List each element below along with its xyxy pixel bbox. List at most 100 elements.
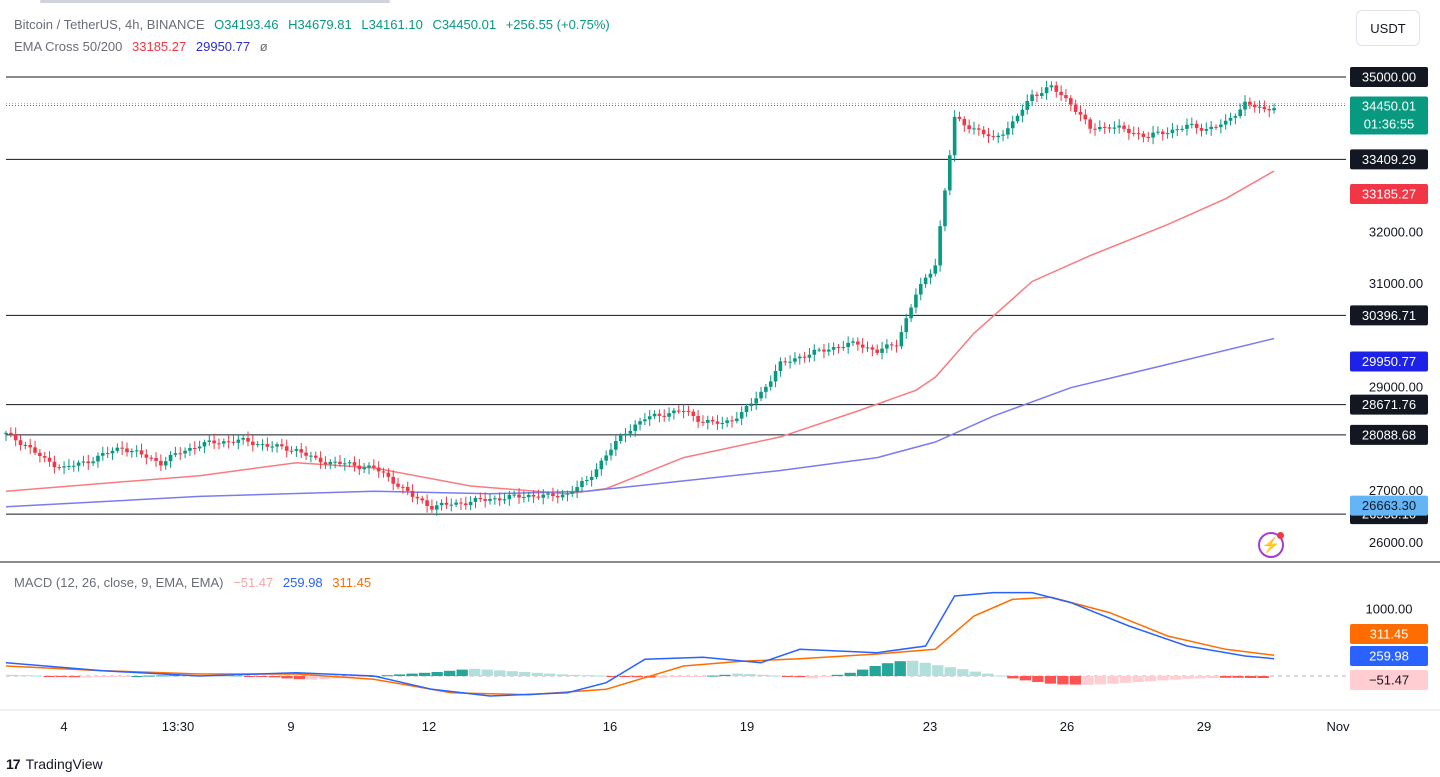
candle-body[interactable]: [647, 416, 652, 420]
candle-body[interactable]: [231, 441, 236, 443]
candle-body[interactable]: [4, 432, 8, 435]
candle-body[interactable]: [52, 461, 57, 468]
macd-legend[interactable]: MACD (12, 26, close, 9, EMA, EMA) −51.47…: [14, 575, 377, 590]
candle-body[interactable]: [967, 125, 971, 130]
candle-body[interactable]: [856, 341, 860, 345]
candle-body[interactable]: [952, 116, 957, 156]
candle-body[interactable]: [793, 358, 797, 362]
candle-body[interactable]: [580, 480, 584, 488]
candle-body[interactable]: [294, 449, 299, 451]
candle-body[interactable]: [831, 347, 836, 350]
candle-body[interactable]: [555, 496, 560, 498]
candle-body[interactable]: [628, 430, 633, 434]
candle-body[interactable]: [904, 318, 909, 333]
candle-body[interactable]: [1088, 119, 1092, 129]
candle-body[interactable]: [71, 465, 76, 467]
candle-body[interactable]: [391, 476, 395, 484]
candle-body[interactable]: [1010, 121, 1015, 129]
candle-body[interactable]: [173, 453, 178, 455]
candle-body[interactable]: [812, 349, 817, 355]
candle-body[interactable]: [744, 406, 749, 413]
level-label[interactable]: [1350, 424, 1428, 445]
candle-body[interactable]: [255, 444, 260, 446]
candle-body[interactable]: [241, 438, 245, 440]
candle-body[interactable]: [1098, 126, 1102, 130]
candle-body[interactable]: [120, 447, 124, 449]
candle-body[interactable]: [575, 487, 579, 493]
candle-body[interactable]: [701, 421, 705, 423]
level-label[interactable]: [1350, 149, 1428, 170]
candle-body[interactable]: [1107, 127, 1112, 129]
candle-body[interactable]: [110, 450, 115, 454]
candle-body[interactable]: [827, 349, 831, 352]
candle-body[interactable]: [212, 440, 216, 444]
candle-body[interactable]: [299, 449, 304, 453]
candle-body[interactable]: [396, 483, 400, 487]
candle-body[interactable]: [265, 444, 270, 447]
candle-body[interactable]: [991, 136, 996, 138]
level-label[interactable]: [1350, 305, 1428, 326]
candle-body[interactable]: [9, 432, 13, 435]
candle-body[interactable]: [735, 418, 739, 422]
candle-body[interactable]: [497, 498, 502, 501]
candle-body[interactable]: [1223, 120, 1228, 125]
candle-body[interactable]: [899, 332, 904, 347]
candle-body[interactable]: [1059, 91, 1063, 96]
candle-body[interactable]: [1199, 128, 1204, 131]
last-price-label[interactable]: [1350, 96, 1428, 135]
candle-body[interactable]: [362, 467, 366, 470]
candle-body[interactable]: [149, 457, 153, 459]
candle-body[interactable]: [115, 447, 120, 451]
candle-body[interactable]: [822, 349, 826, 352]
candle-body[interactable]: [1064, 95, 1068, 99]
candle-body[interactable]: [623, 433, 628, 436]
candle-body[interactable]: [352, 462, 357, 466]
candle-body[interactable]: [289, 450, 294, 452]
candle-body[interactable]: [473, 497, 478, 502]
ema50-line[interactable]: [5, 170, 1275, 495]
candle-body[interactable]: [1243, 101, 1247, 110]
candle-body[interactable]: [67, 465, 71, 467]
candle-body[interactable]: [178, 453, 183, 455]
candle-body[interactable]: [1170, 129, 1175, 134]
candle-body[interactable]: [464, 503, 468, 506]
candle-body[interactable]: [1214, 126, 1218, 128]
candle-body[interactable]: [1156, 131, 1160, 133]
candle-body[interactable]: [1117, 125, 1121, 128]
candle-body[interactable]: [42, 456, 47, 458]
candle-body[interactable]: [444, 502, 449, 505]
candle-body[interactable]: [749, 403, 754, 407]
level-label[interactable]: [1350, 394, 1428, 415]
candle-body[interactable]: [134, 450, 139, 452]
candle-body[interactable]: [275, 444, 279, 447]
candle-body[interactable]: [638, 421, 642, 425]
candle-body[interactable]: [76, 462, 81, 466]
candle-body[interactable]: [246, 438, 250, 442]
candle-body[interactable]: [304, 452, 308, 456]
candle-body[interactable]: [328, 461, 333, 465]
candle-body[interactable]: [270, 446, 274, 448]
candle-body[interactable]: [706, 419, 710, 423]
candle-body[interactable]: [836, 347, 841, 349]
candle-body[interactable]: [1093, 128, 1097, 130]
candle-body[interactable]: [1015, 115, 1020, 122]
candle-body[interactable]: [449, 504, 454, 506]
candle-body[interactable]: [376, 467, 381, 472]
candle-body[interactable]: [1030, 94, 1034, 102]
candle-body[interactable]: [1238, 109, 1242, 117]
extra-label[interactable]: [1350, 495, 1428, 516]
candle-body[interactable]: [914, 294, 918, 308]
candle-body[interactable]: [599, 460, 604, 470]
candle-body[interactable]: [1233, 116, 1238, 118]
candle-body[interactable]: [144, 454, 149, 458]
candle-body[interactable]: [468, 501, 473, 506]
candle-body[interactable]: [1272, 108, 1276, 111]
candle-body[interactable]: [1267, 109, 1272, 111]
candle-body[interactable]: [1039, 93, 1044, 96]
candle-body[interactable]: [778, 361, 783, 372]
candle-body[interactable]: [977, 128, 981, 130]
candle-body[interactable]: [105, 453, 110, 455]
candle-body[interactable]: [13, 434, 18, 441]
candle-body[interactable]: [957, 116, 962, 119]
